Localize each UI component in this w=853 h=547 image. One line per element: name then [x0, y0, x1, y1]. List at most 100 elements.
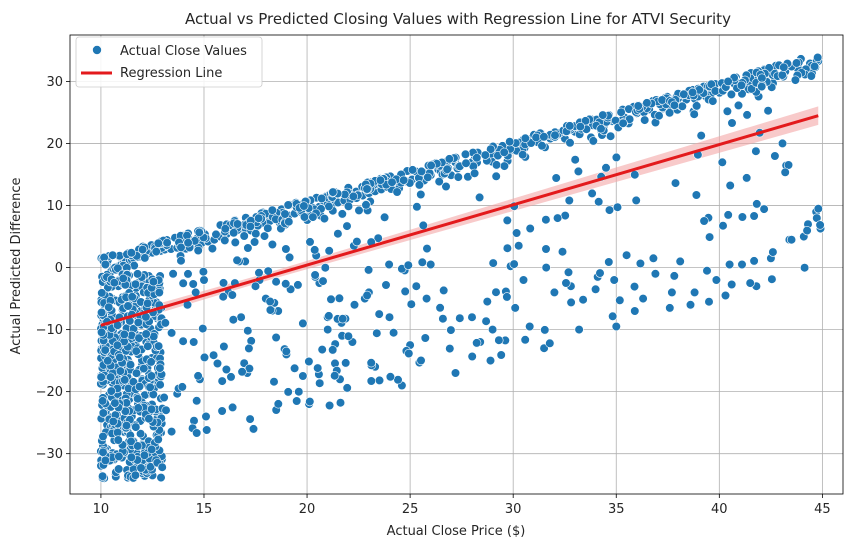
data-point	[139, 364, 149, 374]
data-point	[799, 263, 810, 273]
data-point	[616, 107, 626, 117]
y-tick-label: 30	[46, 75, 63, 90]
data-point	[317, 193, 327, 204]
data-point	[746, 84, 757, 94]
data-point	[596, 124, 606, 134]
data-point	[153, 434, 163, 445]
data-point	[236, 312, 246, 322]
data-point	[514, 241, 524, 251]
data-point	[422, 294, 432, 304]
data-point	[759, 204, 769, 214]
data-point	[611, 321, 621, 332]
data-point	[560, 211, 570, 221]
data-point	[123, 301, 133, 311]
data-point	[566, 297, 576, 308]
data-point	[638, 294, 648, 304]
data-point	[192, 428, 202, 438]
data-point	[366, 376, 376, 386]
data-point	[779, 62, 789, 72]
data-point	[343, 201, 354, 211]
data-point	[118, 273, 128, 284]
data-point	[482, 297, 492, 307]
data-point	[539, 132, 549, 142]
legend-label-regression-line: Regression Line	[120, 66, 222, 81]
data-point	[491, 160, 502, 170]
data-point	[696, 131, 706, 141]
data-point	[248, 424, 259, 434]
data-point	[609, 275, 619, 285]
data-point	[725, 180, 735, 191]
data-point	[723, 210, 733, 220]
data-point	[629, 282, 640, 292]
data-point	[219, 341, 229, 352]
data-point	[551, 173, 561, 183]
data-point	[145, 382, 155, 392]
data-point	[618, 118, 628, 128]
data-point	[294, 387, 304, 397]
data-point	[153, 238, 163, 248]
data-point	[188, 279, 198, 289]
data-point	[228, 402, 238, 413]
data-point	[426, 160, 436, 170]
data-point	[749, 256, 759, 266]
data-point	[199, 352, 210, 363]
data-point	[343, 331, 354, 341]
plot-frame	[69, 34, 844, 495]
data-point	[486, 144, 496, 154]
data-point	[806, 71, 816, 81]
data-point	[422, 244, 432, 254]
data-point	[244, 343, 254, 354]
data-point	[575, 121, 585, 132]
data-point	[228, 315, 238, 325]
data-point	[723, 76, 733, 87]
data-point	[737, 259, 747, 270]
chart-title: Actual vs Predicted Closing Values with …	[185, 10, 731, 28]
data-point	[525, 321, 535, 332]
data-point	[218, 292, 228, 302]
data-point	[325, 400, 335, 411]
data-point	[525, 223, 535, 234]
x-axis-ticks: 10 15 20 25 30 35 40 45	[93, 494, 831, 517]
data-point	[768, 247, 778, 257]
data-point	[259, 231, 270, 241]
data-point	[488, 258, 498, 268]
data-point	[491, 171, 501, 181]
data-point	[217, 376, 227, 386]
data-point	[146, 371, 157, 381]
data-point	[120, 375, 130, 385]
data-point	[520, 335, 530, 345]
data-point	[362, 184, 372, 194]
data-point	[541, 244, 551, 254]
data-point	[499, 147, 509, 157]
data-point	[654, 111, 664, 121]
data-point	[292, 396, 302, 406]
data-point	[736, 80, 747, 90]
data-point	[201, 411, 211, 422]
data-point	[245, 414, 255, 424]
data-point	[131, 346, 141, 356]
data-point	[708, 96, 718, 106]
data-point	[146, 357, 156, 367]
data-point	[337, 209, 347, 219]
data-point	[416, 355, 426, 366]
data-point	[439, 285, 449, 296]
data-point	[211, 229, 221, 239]
data-point	[726, 89, 737, 99]
data-point	[273, 399, 283, 409]
data-point	[232, 255, 242, 265]
legend-box	[75, 36, 263, 88]
data-point	[675, 256, 685, 267]
data-point	[136, 429, 146, 439]
x-tick-label: 35	[608, 502, 625, 517]
data-point	[154, 287, 164, 298]
data-point	[192, 396, 202, 406]
y-tick-label: 10	[46, 199, 63, 214]
legend: Actual Close Values Regression Line	[75, 36, 263, 88]
data-point	[450, 368, 461, 378]
y-axis-ticks: −30 −20 −10 0 10 20 30	[36, 75, 70, 462]
data-point	[485, 356, 496, 366]
data-point	[298, 318, 308, 329]
data-point	[372, 328, 382, 338]
data-point	[97, 288, 107, 298]
data-point	[669, 271, 679, 281]
